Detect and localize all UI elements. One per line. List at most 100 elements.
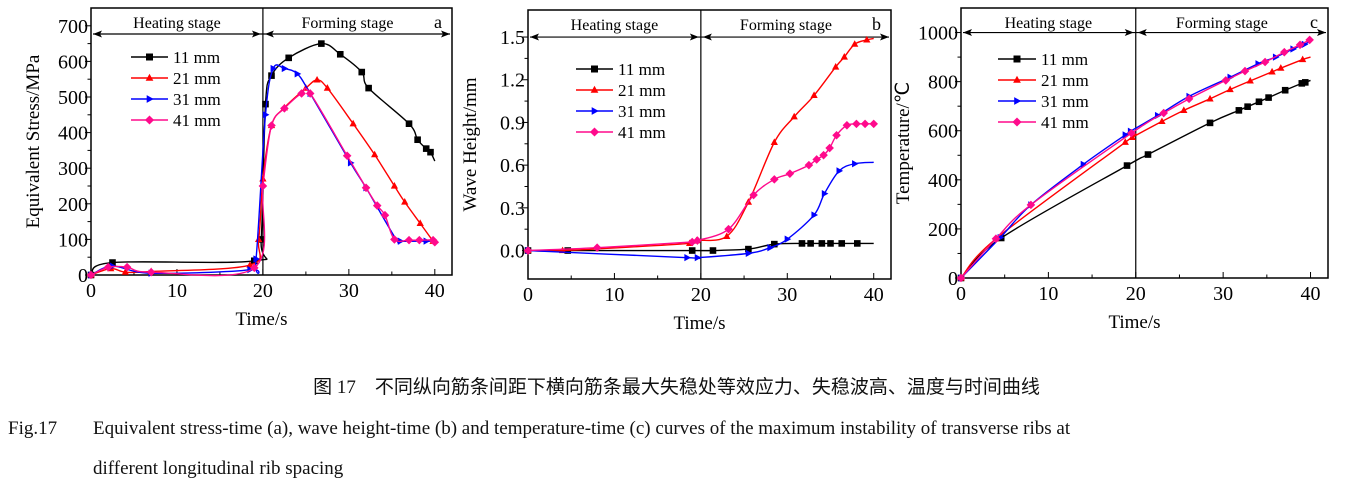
chart-panel-a: 0 10 20 30 400100200300400500600700Time/sEqu… bbox=[23, 7, 453, 330]
heating-stage-label: Heating stage bbox=[571, 17, 659, 34]
data-point bbox=[146, 267, 156, 277]
data-point bbox=[1226, 85, 1234, 93]
data-point bbox=[785, 169, 795, 178]
data-point bbox=[709, 247, 717, 254]
data-point bbox=[86, 270, 96, 280]
legend-marker bbox=[591, 107, 599, 115]
caption-chinese: 图 17 不同纵向筋条间距下横向筋条最大失稳处等效应力、失稳波高、温度与时间曲线 bbox=[313, 377, 1040, 398]
legend-marker bbox=[591, 65, 598, 73]
x-tick-label: 10 bbox=[604, 284, 624, 306]
series-41mm bbox=[86, 87, 440, 280]
legend-label: 41 mm bbox=[618, 123, 666, 142]
data-point bbox=[798, 240, 806, 247]
data-point bbox=[318, 40, 325, 47]
legend-marker bbox=[1014, 97, 1022, 105]
data-point bbox=[258, 181, 268, 191]
data-point bbox=[401, 198, 409, 205]
data-point bbox=[423, 237, 431, 245]
data-point bbox=[323, 84, 331, 91]
heating-stage-label: Heating stage bbox=[133, 15, 221, 32]
data-point bbox=[836, 167, 844, 175]
heating-stage-label: Heating stage bbox=[1005, 15, 1093, 32]
data-point bbox=[297, 89, 306, 98]
x-tick-label: 10 bbox=[167, 280, 187, 302]
y-tick-label: 0.3 bbox=[500, 198, 525, 220]
legend-label: 31 mm bbox=[618, 102, 666, 121]
data-point bbox=[838, 240, 846, 247]
arrowhead-icon bbox=[689, 33, 699, 41]
data-point bbox=[372, 201, 382, 210]
y-tick-label: 1.2 bbox=[500, 70, 525, 92]
x-tick-label: 40 bbox=[425, 280, 445, 302]
data-point bbox=[262, 111, 270, 119]
legend-marker bbox=[1012, 117, 1022, 127]
arrowhead-icon bbox=[1124, 29, 1134, 37]
legend-label: 11 mm bbox=[1041, 50, 1088, 69]
data-point bbox=[832, 130, 841, 140]
data-point bbox=[267, 121, 276, 130]
data-point bbox=[991, 234, 1001, 244]
x-tick-label: 30 bbox=[339, 280, 359, 302]
y-axis-label: Temperature/℃ bbox=[893, 82, 914, 204]
chart-panel-c: 0 10 20 30 4002004006008001000Time/sTemperat… bbox=[893, 7, 1329, 333]
data-point bbox=[688, 247, 696, 254]
data-point bbox=[592, 243, 602, 252]
data-point bbox=[840, 53, 848, 60]
data-point bbox=[1121, 138, 1129, 145]
data-point bbox=[1244, 103, 1251, 110]
series-11mm bbox=[524, 240, 874, 254]
data-point bbox=[807, 240, 814, 247]
data-point bbox=[1305, 35, 1314, 45]
plot-frame bbox=[960, 7, 1329, 279]
data-point bbox=[1301, 79, 1309, 86]
data-point bbox=[1206, 94, 1214, 102]
y-tick-label: 1.5 bbox=[500, 27, 525, 49]
data-point bbox=[1290, 45, 1298, 53]
data-point bbox=[103, 262, 113, 272]
y-tick-label: 0.6 bbox=[500, 155, 525, 177]
arrowhead-icon bbox=[1137, 29, 1147, 37]
data-point bbox=[1277, 64, 1285, 71]
legend-marker bbox=[1013, 55, 1021, 63]
data-point bbox=[1299, 55, 1307, 63]
data-point bbox=[253, 255, 260, 263]
arrowhead-icon bbox=[963, 29, 972, 37]
caption-english-text: Equivalent stress-time (a), wave height-… bbox=[93, 418, 1071, 439]
data-point bbox=[1184, 94, 1194, 104]
data-point bbox=[767, 244, 774, 252]
data-point bbox=[1255, 98, 1263, 106]
data-point bbox=[1180, 106, 1188, 113]
data-point bbox=[365, 84, 372, 92]
data-point bbox=[869, 119, 879, 129]
arrowhead-icon bbox=[264, 30, 274, 38]
data-point bbox=[749, 190, 758, 200]
data-point bbox=[342, 151, 352, 161]
data-point bbox=[285, 54, 292, 62]
data-point bbox=[404, 235, 414, 245]
data-point bbox=[1265, 94, 1272, 101]
data-point bbox=[832, 62, 840, 70]
data-point bbox=[1268, 67, 1276, 75]
data-point bbox=[770, 175, 779, 184]
series-11mm bbox=[87, 40, 436, 279]
data-point bbox=[1260, 57, 1270, 67]
data-point bbox=[852, 119, 861, 129]
data-point bbox=[818, 240, 826, 247]
y-tick-label: 0 bbox=[78, 265, 88, 287]
arrowhead-icon bbox=[93, 30, 102, 38]
arrowhead-icon bbox=[441, 30, 450, 38]
data-point bbox=[336, 50, 344, 58]
data-point bbox=[390, 182, 399, 189]
data-point bbox=[1295, 40, 1305, 50]
chart-panel-b: 0 10 20 30 40 0.0 0.3 0.6 0.9 1.2 1.5 Time/s Wave He… bbox=[460, 9, 892, 334]
data-point bbox=[860, 119, 870, 129]
data-point bbox=[280, 104, 289, 113]
data-point bbox=[863, 35, 871, 43]
legend-label: 21 mm bbox=[1041, 71, 1089, 90]
data-point bbox=[851, 40, 859, 47]
data-point bbox=[416, 219, 424, 227]
caption-english-line2: different longitudinal rib spacing bbox=[93, 458, 344, 479]
legend-label: 41 mm bbox=[173, 111, 221, 130]
data-point bbox=[1158, 117, 1166, 125]
legend-marker bbox=[146, 95, 154, 103]
